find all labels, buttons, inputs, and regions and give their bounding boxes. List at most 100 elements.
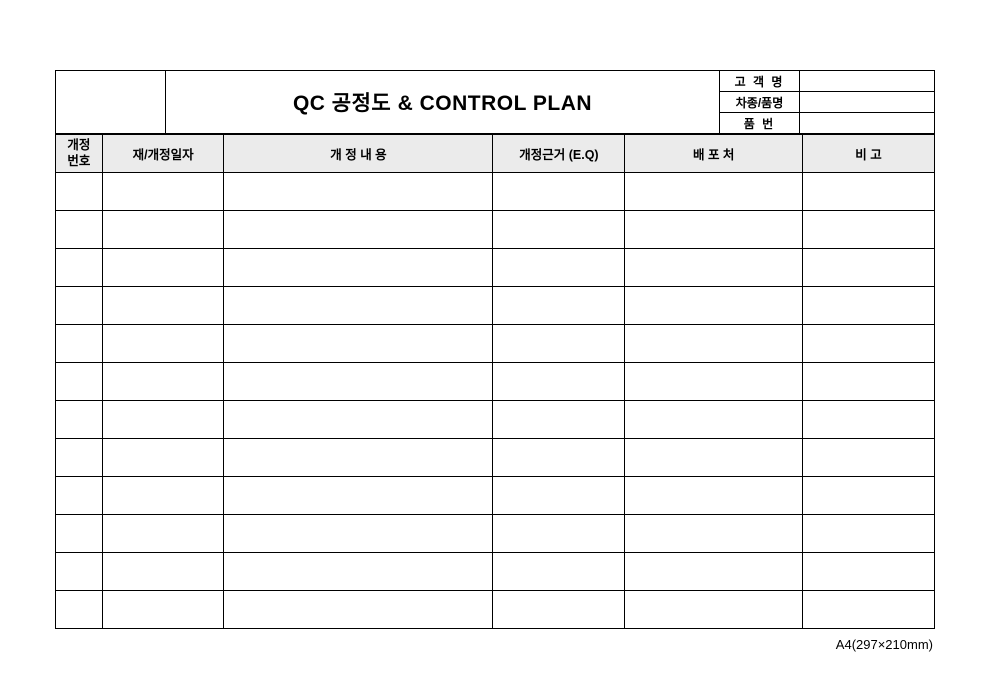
col-rev-no-l2: 번호 bbox=[60, 154, 98, 170]
table-cell bbox=[102, 363, 224, 401]
table-cell bbox=[56, 211, 103, 249]
table-cell bbox=[102, 515, 224, 553]
table-cell bbox=[803, 173, 935, 211]
logo-cell bbox=[56, 71, 166, 134]
qc-control-plan-form: QC 공정도 & CONTROL PLAN 고 객 명 차종/품명 품 번 개정… bbox=[55, 70, 935, 652]
table-cell bbox=[803, 553, 935, 591]
table-cell bbox=[625, 477, 803, 515]
table-cell bbox=[493, 173, 625, 211]
table-row bbox=[56, 591, 935, 629]
table-row bbox=[56, 173, 935, 211]
table-cell bbox=[493, 515, 625, 553]
table-cell bbox=[224, 477, 493, 515]
table-cell bbox=[224, 439, 493, 477]
table-cell bbox=[625, 439, 803, 477]
table-cell bbox=[803, 477, 935, 515]
table-cell bbox=[56, 173, 103, 211]
table-cell bbox=[224, 401, 493, 439]
table-row bbox=[56, 439, 935, 477]
table-cell bbox=[803, 249, 935, 287]
table-cell bbox=[224, 249, 493, 287]
table-cell bbox=[625, 249, 803, 287]
table-cell bbox=[224, 553, 493, 591]
meta-partno-value bbox=[800, 113, 935, 134]
meta-model-value bbox=[800, 92, 935, 113]
table-row bbox=[56, 211, 935, 249]
col-remark: 비 고 bbox=[803, 135, 935, 173]
table-cell bbox=[493, 439, 625, 477]
table-cell bbox=[493, 325, 625, 363]
table-row bbox=[56, 249, 935, 287]
paper-size-note: A4(297×210mm) bbox=[55, 637, 935, 652]
table-cell bbox=[56, 515, 103, 553]
table-cell bbox=[102, 173, 224, 211]
table-cell bbox=[56, 591, 103, 629]
table-cell bbox=[224, 173, 493, 211]
table-cell bbox=[56, 553, 103, 591]
meta-partno-label: 품 번 bbox=[720, 113, 800, 134]
table-row bbox=[56, 401, 935, 439]
table-cell bbox=[102, 401, 224, 439]
table-row bbox=[56, 363, 935, 401]
table-cell bbox=[493, 363, 625, 401]
table-cell bbox=[224, 325, 493, 363]
table-row bbox=[56, 553, 935, 591]
table-cell bbox=[224, 515, 493, 553]
table-cell bbox=[56, 401, 103, 439]
table-cell bbox=[102, 287, 224, 325]
form-title: QC 공정도 & CONTROL PLAN bbox=[166, 71, 720, 134]
table-cell bbox=[803, 211, 935, 249]
table-cell bbox=[102, 211, 224, 249]
col-rev-basis: 개정근거 (E.Q) bbox=[493, 135, 625, 173]
table-cell bbox=[102, 325, 224, 363]
table-row bbox=[56, 515, 935, 553]
table-cell bbox=[56, 477, 103, 515]
meta-customer-label: 고 객 명 bbox=[720, 71, 800, 92]
table-cell bbox=[102, 591, 224, 629]
table-cell bbox=[56, 439, 103, 477]
table-cell bbox=[625, 325, 803, 363]
table-cell bbox=[625, 591, 803, 629]
table-row bbox=[56, 477, 935, 515]
table-cell bbox=[625, 211, 803, 249]
table-cell bbox=[803, 325, 935, 363]
meta-customer-value bbox=[800, 71, 935, 92]
table-cell bbox=[493, 249, 625, 287]
table-cell bbox=[56, 249, 103, 287]
table-cell bbox=[493, 211, 625, 249]
col-distribution: 배 포 처 bbox=[625, 135, 803, 173]
col-rev-date: 재/개정일자 bbox=[102, 135, 224, 173]
table-cell bbox=[803, 363, 935, 401]
table-cell bbox=[56, 325, 103, 363]
table-row bbox=[56, 287, 935, 325]
table-row bbox=[56, 325, 935, 363]
table-cell bbox=[224, 211, 493, 249]
table-cell bbox=[56, 287, 103, 325]
revision-table: 개정 번호 재/개정일자 개 정 내 용 개정근거 (E.Q) 배 포 처 비 … bbox=[55, 134, 935, 629]
table-cell bbox=[803, 287, 935, 325]
table-cell bbox=[803, 401, 935, 439]
table-cell bbox=[625, 287, 803, 325]
table-cell bbox=[625, 515, 803, 553]
form-header-table: QC 공정도 & CONTROL PLAN 고 객 명 차종/품명 품 번 bbox=[55, 70, 935, 134]
table-cell bbox=[102, 249, 224, 287]
table-cell bbox=[224, 363, 493, 401]
table-cell bbox=[625, 173, 803, 211]
table-cell bbox=[102, 553, 224, 591]
col-rev-content: 개 정 내 용 bbox=[224, 135, 493, 173]
table-header-row: 개정 번호 재/개정일자 개 정 내 용 개정근거 (E.Q) 배 포 처 비 … bbox=[56, 135, 935, 173]
table-cell bbox=[493, 553, 625, 591]
col-rev-no: 개정 번호 bbox=[56, 135, 103, 173]
table-cell bbox=[493, 591, 625, 629]
table-cell bbox=[803, 439, 935, 477]
col-rev-no-l1: 개정 bbox=[60, 138, 98, 154]
table-cell bbox=[803, 591, 935, 629]
meta-model-label: 차종/품명 bbox=[720, 92, 800, 113]
table-cell bbox=[625, 401, 803, 439]
table-cell bbox=[625, 363, 803, 401]
table-cell bbox=[102, 439, 224, 477]
table-cell bbox=[493, 477, 625, 515]
table-cell bbox=[493, 287, 625, 325]
table-cell bbox=[224, 287, 493, 325]
table-cell bbox=[56, 363, 103, 401]
